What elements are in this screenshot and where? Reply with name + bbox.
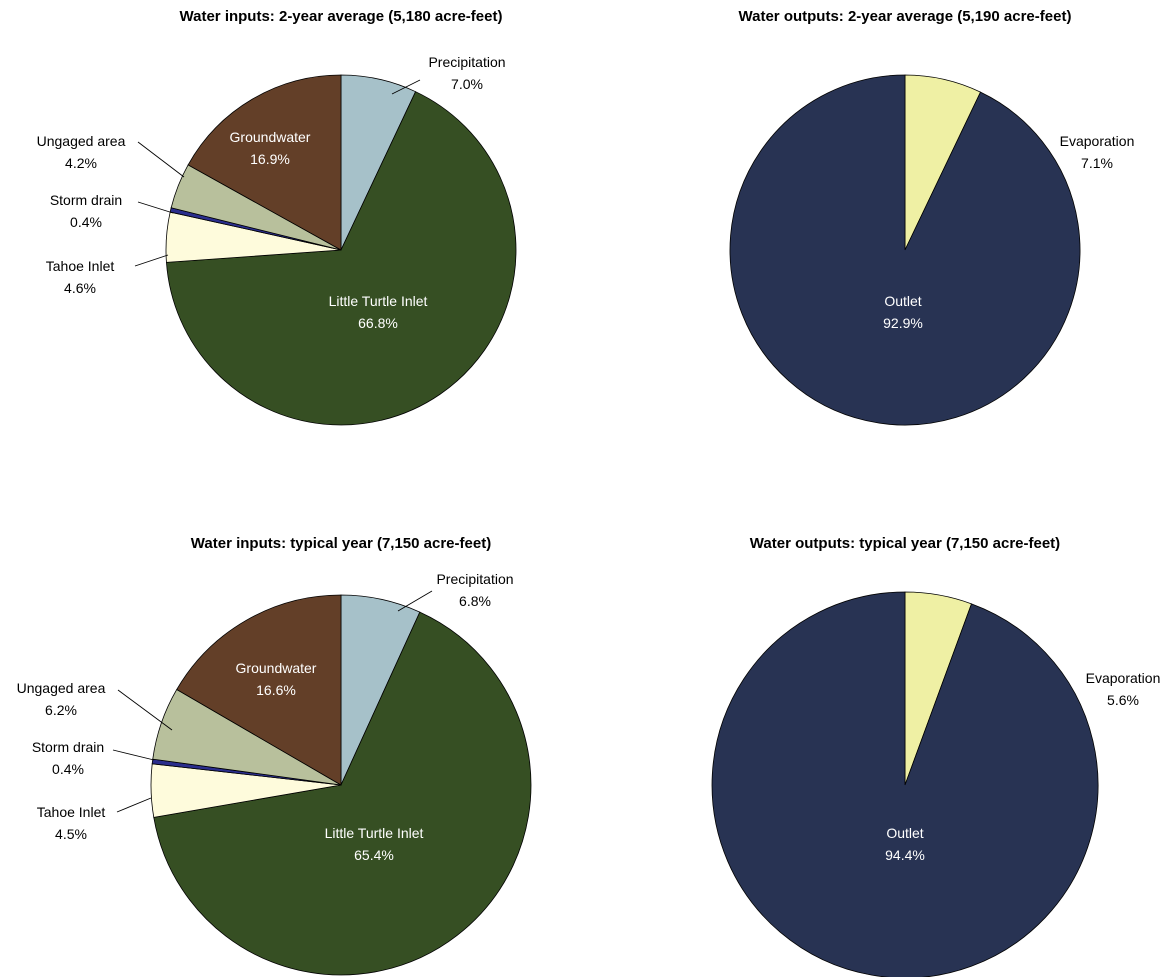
leader-line-tahoe-inlet xyxy=(134,254,169,267)
slice-value-little-turtle-inlet: 65.4% xyxy=(354,847,394,863)
slice-label-evaporation: Evaporation xyxy=(1086,670,1161,686)
slice-label-precipitation: Precipitation xyxy=(436,571,513,587)
slice-label-evaporation: Evaporation xyxy=(1060,133,1135,149)
slice-value-ungaged-area: 6.2% xyxy=(45,702,77,718)
pie-slice-outlet xyxy=(711,591,1099,977)
slice-value-tahoe-inlet: 4.6% xyxy=(64,280,96,296)
slice-label-groundwater: Groundwater xyxy=(236,660,317,676)
slice-label-ungaged-area: Ungaged area xyxy=(17,680,106,696)
pie-chart-3: Water inputs: typical year (7,150 acre-f… xyxy=(17,535,532,976)
slice-label-outlet: Outlet xyxy=(884,293,921,309)
slice-value-precipitation: 6.8% xyxy=(459,593,491,609)
slice-label-little-turtle-inlet: Little Turtle Inlet xyxy=(325,825,424,841)
slice-value-ungaged-area: 4.2% xyxy=(65,155,97,171)
slice-value-tahoe-inlet: 4.5% xyxy=(55,826,87,842)
slice-value-precipitation: 7.0% xyxy=(451,76,483,92)
slice-label-storm-drain: Storm drain xyxy=(50,192,122,208)
slice-label-storm-drain: Storm drain xyxy=(32,739,104,755)
pie-slice-little-turtle-inlet xyxy=(153,611,532,976)
slice-label-outlet: Outlet xyxy=(886,825,923,841)
slice-label-precipitation: Precipitation xyxy=(428,54,505,70)
pie-chart-4: Water outputs: typical year (7,150 acre-… xyxy=(711,535,1161,977)
slice-value-evaporation: 5.6% xyxy=(1107,692,1139,708)
leader-line-precipitation xyxy=(397,590,433,612)
leader-line-ungaged-area xyxy=(117,689,173,731)
slice-value-outlet: 94.4% xyxy=(885,847,925,863)
chart-title: Water inputs: 2-year average (5,180 acre… xyxy=(180,8,503,25)
slice-value-groundwater: 16.9% xyxy=(250,151,290,167)
pie-slice-groundwater xyxy=(187,74,342,251)
slice-value-storm-drain: 0.4% xyxy=(70,214,102,230)
pie-chart-2: Water outputs: 2-year average (5,190 acr… xyxy=(729,8,1135,426)
slice-value-little-turtle-inlet: 66.8% xyxy=(358,315,398,331)
slice-value-outlet: 92.9% xyxy=(883,315,923,331)
slice-value-evaporation: 7.1% xyxy=(1081,155,1113,171)
pie-chart-1: Water inputs: 2-year average (5,180 acre… xyxy=(37,8,517,426)
chart-title: Water inputs: typical year (7,150 acre-f… xyxy=(191,535,491,552)
slice-label-little-turtle-inlet: Little Turtle Inlet xyxy=(329,293,428,309)
slice-value-storm-drain: 0.4% xyxy=(52,761,84,777)
slice-value-groundwater: 16.6% xyxy=(256,682,296,698)
leader-line-storm-drain xyxy=(137,201,174,214)
slice-label-tahoe-inlet: Tahoe Inlet xyxy=(37,804,106,820)
leader-line-storm-drain xyxy=(112,749,155,761)
slice-label-tahoe-inlet: Tahoe Inlet xyxy=(46,258,115,274)
pie-slice-little-turtle-inlet xyxy=(166,91,517,426)
pie-slice-groundwater xyxy=(176,594,342,786)
slice-label-ungaged-area: Ungaged area xyxy=(37,133,126,149)
slice-label-groundwater: Groundwater xyxy=(230,129,311,145)
chart-title: Water outputs: 2-year average (5,190 acr… xyxy=(739,8,1072,25)
pie-slice-outlet xyxy=(729,74,1081,426)
leader-line-precipitation xyxy=(391,79,421,95)
chart-title: Water outputs: typical year (7,150 acre-… xyxy=(750,535,1060,552)
leader-line-tahoe-inlet xyxy=(116,797,152,813)
leader-line-ungaged-area xyxy=(137,141,185,178)
